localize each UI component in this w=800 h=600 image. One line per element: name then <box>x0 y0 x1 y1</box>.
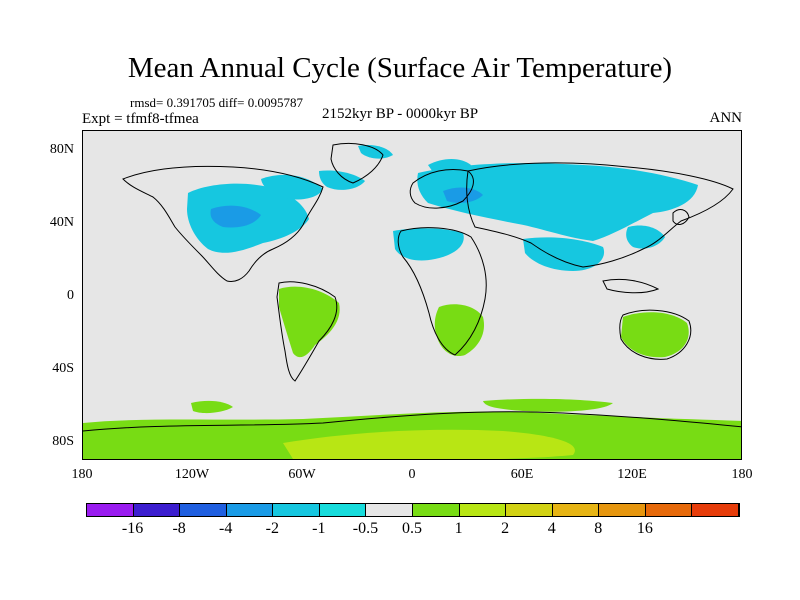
colorbar-swatch <box>692 504 739 516</box>
colorbar-swatch <box>645 504 693 516</box>
green-southwest-pacific <box>191 400 233 414</box>
coast-australia <box>619 309 692 360</box>
period-label: 2152kyr BP - 0000kyr BP <box>322 106 479 122</box>
lon-label-60e: 60E <box>510 467 534 482</box>
coast-antarctica <box>83 411 741 432</box>
lon-label-120w: 120W <box>174 467 210 482</box>
blue-central-asia <box>443 187 483 203</box>
coast-europe <box>409 169 474 209</box>
cyan-greenland <box>319 170 365 190</box>
colorbar-swatch <box>180 504 227 516</box>
lat-label-80s: 80S <box>52 434 74 449</box>
colorbar <box>86 503 740 517</box>
colorbar-swatch <box>459 504 507 516</box>
blue-north-america <box>210 205 261 228</box>
coast-japan <box>672 209 690 225</box>
cyan-india <box>523 237 605 271</box>
colorbar-label: -8 <box>172 520 186 537</box>
lat-label-80n: 80N <box>49 142 74 157</box>
lon-label-120e: 120E <box>617 467 647 482</box>
cyan-middle-east <box>393 228 464 261</box>
colorbar-swatch <box>319 504 367 516</box>
season-label: ANN <box>709 110 743 126</box>
world-map-panel <box>82 130 742 460</box>
lon-label-180e: 180 <box>731 467 753 482</box>
anomaly-blue-regions <box>210 187 483 228</box>
colorbar-swatch <box>599 504 646 516</box>
colorbar-label: 8 <box>594 520 603 537</box>
lat-label-40n: 40N <box>49 215 74 230</box>
world-map <box>83 142 741 459</box>
colorbar-swatch <box>273 504 320 516</box>
green-southern-ocean <box>483 398 613 412</box>
lon-label-180w: 180 <box>71 467 93 482</box>
colorbar-label: 2 <box>501 520 510 537</box>
green-australia <box>621 312 689 358</box>
lon-label-60w: 60W <box>288 467 316 482</box>
colorbar-label: 1 <box>454 520 463 537</box>
coastlines <box>83 142 741 432</box>
colorbar-label: -0.5 <box>352 520 379 537</box>
colorbar-label: -16 <box>121 520 144 537</box>
anomaly-yellow-regions <box>283 429 575 459</box>
colorbar-swatch <box>87 504 134 516</box>
colorbar-swatch <box>366 504 413 516</box>
stats-label: rmsd= 0.391705 diff= 0.0095787 <box>130 95 303 110</box>
colorbar-swatch <box>226 504 274 516</box>
coast-greenland <box>330 142 384 184</box>
colorbar-label: 0.5 <box>402 520 422 537</box>
anomaly-cyan-regions <box>187 145 698 271</box>
yellow-antarctica <box>283 429 575 459</box>
colorbar-swatch <box>412 504 460 516</box>
coast-indonesia <box>602 278 660 294</box>
lon-label-0: 0 <box>408 467 416 482</box>
plot-title: Mean Annual Cycle (Surface Air Temperatu… <box>127 52 673 84</box>
colorbar-swatch <box>506 504 553 516</box>
coast-south-america <box>276 281 338 382</box>
colorbar-label: 16 <box>636 520 653 537</box>
colorbar-label: -1 <box>312 520 326 537</box>
lat-label-40s: 40S <box>52 361 74 376</box>
colorbar-swatch <box>133 504 181 516</box>
cyan-eurasia <box>417 163 698 241</box>
green-southern-africa <box>434 304 485 357</box>
cyan-greenland-north <box>358 145 393 159</box>
colorbar-label: 4 <box>547 520 556 537</box>
green-south-america <box>279 286 340 358</box>
coast-north-america <box>122 165 324 282</box>
coast-africa <box>397 227 487 356</box>
coast-asia <box>466 162 734 268</box>
colorbar-label: -2 <box>265 520 279 537</box>
lat-label-0: 0 <box>67 288 74 303</box>
colorbar-swatch <box>552 504 600 516</box>
experiment-label: Expt = tfmf8-tfmea <box>82 111 199 127</box>
cyan-east-asia <box>626 225 665 249</box>
colorbar-label: -4 <box>219 520 233 537</box>
